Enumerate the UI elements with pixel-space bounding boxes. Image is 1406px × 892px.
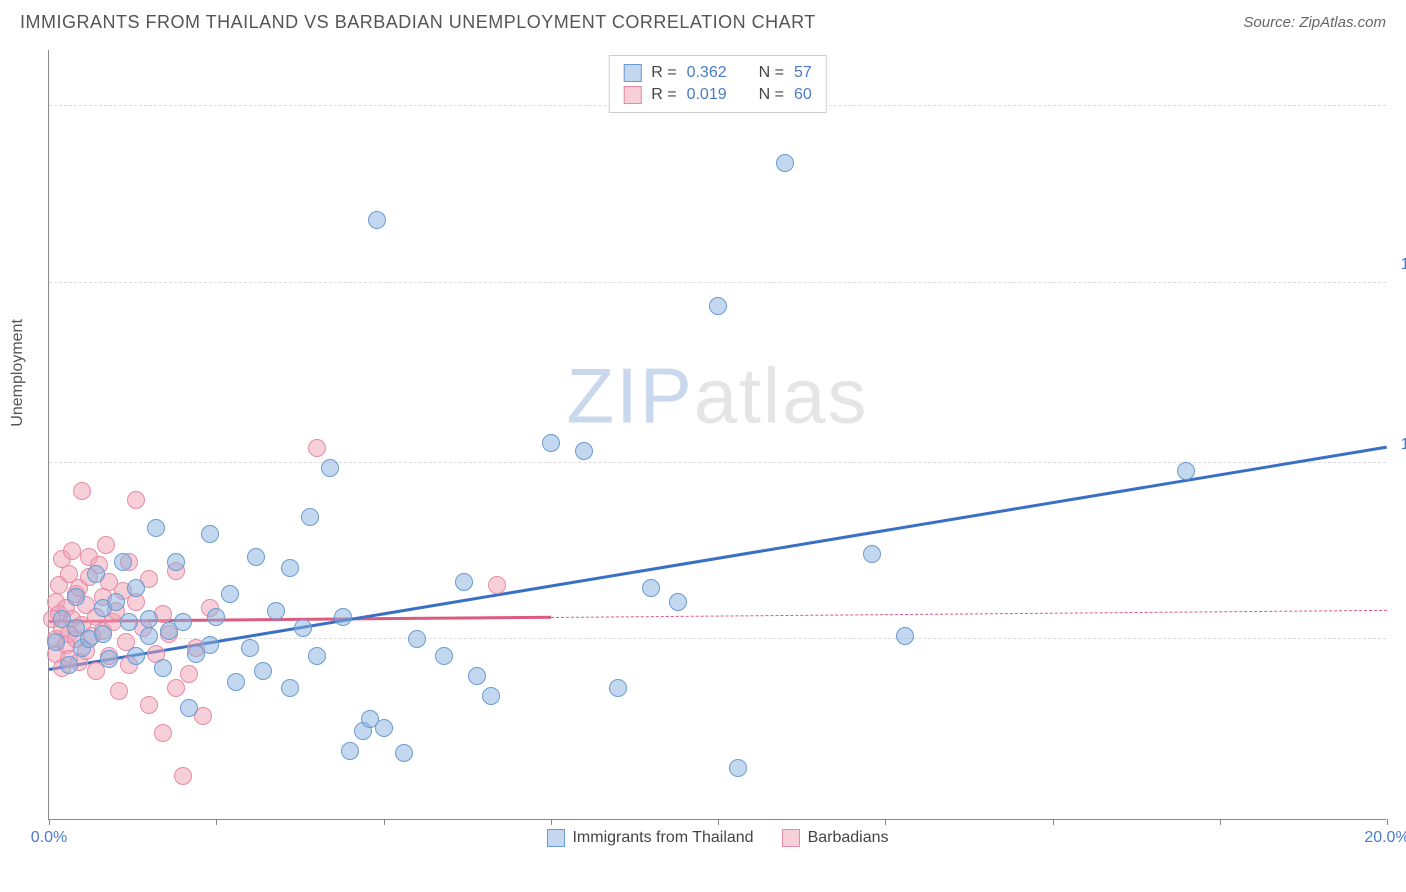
x-tick bbox=[718, 819, 719, 825]
data-point bbox=[154, 724, 172, 742]
legend-item-blue: Immigrants from Thailand bbox=[546, 829, 753, 847]
data-point bbox=[47, 633, 65, 651]
data-point bbox=[100, 650, 118, 668]
data-point bbox=[120, 613, 138, 631]
data-point bbox=[201, 525, 219, 543]
source-attribution: Source: ZipAtlas.com bbox=[1243, 14, 1386, 31]
data-point bbox=[669, 593, 687, 611]
data-point bbox=[73, 482, 91, 500]
x-tick bbox=[49, 819, 50, 825]
data-point bbox=[341, 742, 359, 760]
data-point bbox=[1177, 462, 1195, 480]
y-tick-label: 12.5% bbox=[1391, 436, 1406, 454]
y-tick-label: 6.3% bbox=[1391, 612, 1406, 630]
legend-swatch-pink-icon bbox=[782, 829, 800, 847]
header: IMMIGRANTS FROM THAILAND VS BARBADIAN UN… bbox=[0, 0, 1406, 41]
data-point bbox=[254, 662, 272, 680]
data-point bbox=[227, 673, 245, 691]
data-point bbox=[281, 679, 299, 697]
data-point bbox=[247, 548, 265, 566]
data-point bbox=[127, 491, 145, 509]
data-point bbox=[110, 682, 128, 700]
data-point bbox=[127, 579, 145, 597]
chart-title: IMMIGRANTS FROM THAILAND VS BARBADIAN UN… bbox=[20, 12, 816, 33]
gridline bbox=[49, 282, 1386, 283]
data-point bbox=[482, 687, 500, 705]
data-point bbox=[408, 630, 426, 648]
data-point bbox=[180, 665, 198, 683]
data-point bbox=[455, 573, 473, 591]
x-tick-label: 0.0% bbox=[31, 829, 67, 847]
legend-swatch-blue-icon bbox=[546, 829, 564, 847]
data-point bbox=[642, 579, 660, 597]
x-tick-label: 20.0% bbox=[1364, 829, 1406, 847]
x-tick bbox=[551, 819, 552, 825]
data-point bbox=[308, 647, 326, 665]
data-point bbox=[609, 679, 627, 697]
data-point bbox=[127, 647, 145, 665]
data-point bbox=[395, 744, 413, 762]
x-tick bbox=[1387, 819, 1388, 825]
data-point bbox=[87, 565, 105, 583]
x-tick bbox=[1220, 819, 1221, 825]
data-point bbox=[207, 608, 225, 626]
data-point bbox=[294, 619, 312, 637]
data-point bbox=[321, 459, 339, 477]
data-point bbox=[241, 639, 259, 657]
data-point bbox=[542, 434, 560, 452]
data-point bbox=[575, 442, 593, 460]
x-tick bbox=[384, 819, 385, 825]
data-point bbox=[60, 656, 78, 674]
data-point bbox=[94, 625, 112, 643]
correlation-legend: R = 0.362 N = 57 R = 0.019 N = 60 bbox=[608, 55, 827, 113]
data-point bbox=[368, 211, 386, 229]
data-point bbox=[174, 613, 192, 631]
data-point bbox=[375, 719, 393, 737]
data-point bbox=[863, 545, 881, 563]
data-point bbox=[301, 508, 319, 526]
data-point bbox=[167, 553, 185, 571]
x-tick bbox=[885, 819, 886, 825]
y-axis-label: Unemployment bbox=[9, 319, 27, 427]
plot-area: ZIPatlas R = 0.362 N = 57 R = 0.019 N = … bbox=[48, 50, 1386, 820]
data-point bbox=[67, 588, 85, 606]
legend-row-pink: R = 0.019 N = 60 bbox=[623, 84, 812, 106]
x-tick bbox=[216, 819, 217, 825]
data-point bbox=[180, 699, 198, 717]
chart-container: Unemployment ZIPatlas R = 0.362 N = 57 R… bbox=[48, 50, 1386, 850]
data-point bbox=[63, 542, 81, 560]
y-tick-label: 18.8% bbox=[1391, 256, 1406, 274]
data-point bbox=[334, 608, 352, 626]
data-point bbox=[107, 593, 125, 611]
data-point bbox=[201, 636, 219, 654]
data-point bbox=[97, 536, 115, 554]
x-tick bbox=[1053, 819, 1054, 825]
data-point bbox=[140, 610, 158, 628]
data-point bbox=[154, 659, 172, 677]
series-legend: Immigrants from Thailand Barbadians bbox=[546, 829, 888, 847]
legend-row-blue: R = 0.362 N = 57 bbox=[623, 62, 812, 84]
data-point bbox=[308, 439, 326, 457]
data-point bbox=[281, 559, 299, 577]
data-point bbox=[114, 553, 132, 571]
legend-item-pink: Barbadians bbox=[782, 829, 889, 847]
data-point bbox=[140, 627, 158, 645]
data-point bbox=[709, 297, 727, 315]
data-point bbox=[729, 759, 747, 777]
data-point bbox=[468, 667, 486, 685]
data-point bbox=[435, 647, 453, 665]
data-point bbox=[776, 154, 794, 172]
data-point bbox=[167, 679, 185, 697]
data-point bbox=[140, 696, 158, 714]
data-point bbox=[221, 585, 239, 603]
data-point bbox=[896, 627, 914, 645]
data-point bbox=[267, 602, 285, 620]
data-point bbox=[147, 519, 165, 537]
watermark: ZIPatlas bbox=[566, 351, 868, 442]
legend-swatch-blue bbox=[623, 64, 641, 82]
data-point bbox=[488, 576, 506, 594]
data-point bbox=[174, 767, 192, 785]
legend-swatch-pink bbox=[623, 86, 641, 104]
